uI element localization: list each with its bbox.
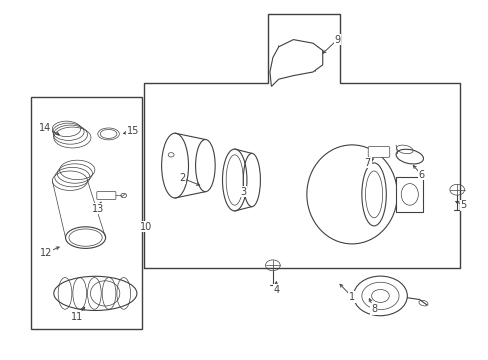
- Text: 1: 1: [348, 292, 354, 302]
- Bar: [31, 97, 142, 329]
- Text: 8: 8: [370, 304, 376, 314]
- Text: 13: 13: [91, 204, 104, 214]
- Text: 7: 7: [364, 158, 370, 168]
- Polygon shape: [269, 40, 322, 86]
- Bar: [395, 177, 422, 212]
- Ellipse shape: [54, 276, 137, 310]
- Text: 5: 5: [460, 200, 466, 210]
- Text: 9: 9: [334, 35, 340, 45]
- Text: 6: 6: [418, 170, 424, 180]
- Text: 15: 15: [126, 126, 139, 136]
- Text: 3: 3: [240, 186, 246, 197]
- Ellipse shape: [306, 145, 396, 244]
- FancyBboxPatch shape: [367, 147, 389, 157]
- Text: 4: 4: [273, 285, 279, 295]
- Text: 14: 14: [39, 123, 51, 133]
- Text: 11: 11: [71, 312, 83, 322]
- Text: 12: 12: [40, 248, 53, 258]
- Text: 2: 2: [179, 173, 185, 183]
- FancyBboxPatch shape: [97, 192, 116, 199]
- Text: 10: 10: [139, 222, 152, 232]
